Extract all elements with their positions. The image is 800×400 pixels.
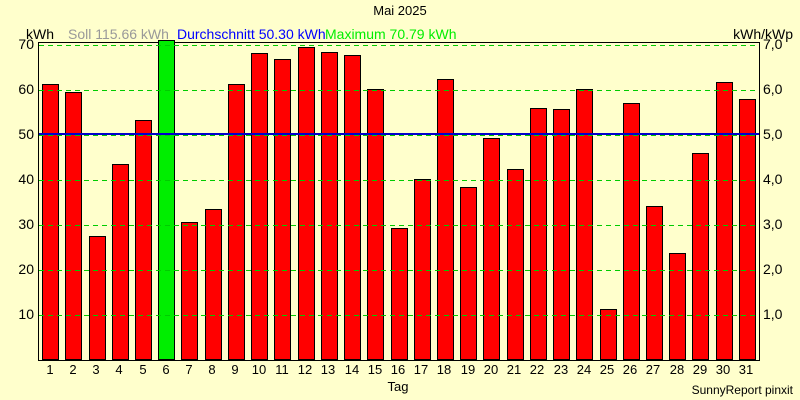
x-tick-day-20: 20 [483,362,499,377]
bar-day-5 [135,120,152,360]
bar-day-4 [112,164,129,360]
bar-day-11 [274,59,291,360]
x-tick-day-6: 6 [162,362,170,377]
x-tick-day-2: 2 [69,362,77,377]
y-tick-left-70: 70 [18,36,34,52]
bar-day-19 [460,187,477,360]
x-tick-day-19: 19 [460,362,476,377]
x-tick-day-8: 8 [208,362,216,377]
x-tick-day-15: 15 [367,362,383,377]
average-value-label: Durchschnitt 50.30 kWh [177,26,326,42]
bar-day-13 [321,52,338,360]
x-tick-day-4: 4 [115,362,123,377]
bar-day-31 [739,99,756,360]
x-tick-day-18: 18 [436,362,452,377]
bar-day-18 [437,79,454,360]
y-tick-left-20: 20 [18,261,34,277]
bar-day-28 [669,253,686,360]
y-tick-left-40: 40 [18,171,34,187]
plot-area [38,40,760,361]
bar-day-29 [692,153,709,360]
bar-day-17 [414,179,431,360]
x-tick-day-14: 14 [344,362,360,377]
bar-day-9 [228,84,245,360]
x-tick-day-17: 17 [413,362,429,377]
credit-text: SunnyReport pinxit [691,383,793,397]
bar-day-12 [298,47,315,360]
x-tick-day-11: 11 [275,362,289,377]
y-tick-left-10: 10 [18,306,34,322]
bar-day-7 [181,222,198,360]
x-tick-day-10: 10 [251,362,267,377]
bar-day-6 [158,40,175,360]
x-axis-title: Tag [387,379,409,394]
x-tick-day-22: 22 [529,362,545,377]
y-tick-right-5,0: 5,0 [763,126,783,142]
y-tick-right-1,0: 1,0 [763,306,783,322]
x-tick-day-30: 30 [715,362,731,377]
x-tick-day-28: 28 [669,362,685,377]
bar-day-24 [576,89,593,360]
y-tick-right-3,0: 3,0 [763,216,783,232]
x-tick-day-9: 9 [231,362,239,377]
x-tick-day-25: 25 [599,362,615,377]
soll-value-label: Soll 115.66 kWh [68,26,169,42]
x-tick-day-12: 12 [297,362,313,377]
right-axis-unit-label: kWh/kWp [733,26,793,42]
y-tick-right-7,0: 7,0 [763,36,783,52]
x-tick-day-24: 24 [576,362,592,377]
x-tick-day-23: 23 [553,362,569,377]
left-axis-unit-label: kWh [26,26,54,42]
bar-day-16 [391,228,408,360]
x-tick-day-3: 3 [92,362,100,377]
x-tick-day-16: 16 [390,362,406,377]
bar-day-23 [553,109,570,360]
bar-day-27 [646,206,663,360]
x-tick-day-27: 27 [645,362,661,377]
x-tick-day-13: 13 [320,362,336,377]
y-tick-left-60: 60 [18,81,34,97]
bar-day-30 [716,82,733,360]
bar-day-1 [42,84,59,360]
bar-day-2 [65,92,82,360]
y-tick-left-30: 30 [18,216,34,232]
chart-title: Mai 2025 [373,3,427,18]
bar-day-3 [89,236,106,360]
bar-day-10 [251,53,268,360]
y-tick-right-2,0: 2,0 [763,261,783,277]
x-tick-day-7: 7 [185,362,193,377]
x-tick-day-5: 5 [139,362,147,377]
x-tick-day-26: 26 [622,362,638,377]
x-tick-day-31: 31 [738,362,754,377]
bar-day-22 [530,108,547,360]
bar-day-14 [344,55,361,360]
bar-day-15 [367,89,384,360]
bar-day-25 [600,309,617,360]
x-tick-day-1: 1 [46,362,54,377]
x-tick-day-21: 21 [506,362,522,377]
y-tick-right-4,0: 4,0 [763,171,783,187]
bar-day-26 [623,103,640,360]
y-tick-right-6,0: 6,0 [763,81,783,97]
bar-day-20 [483,138,500,360]
bar-day-8 [205,209,222,360]
bar-day-21 [507,169,524,360]
maximum-value-label: Maximum 70.79 kWh [325,26,457,42]
x-tick-day-29: 29 [692,362,708,377]
bars-layer [39,40,759,360]
y-tick-left-50: 50 [18,126,34,142]
